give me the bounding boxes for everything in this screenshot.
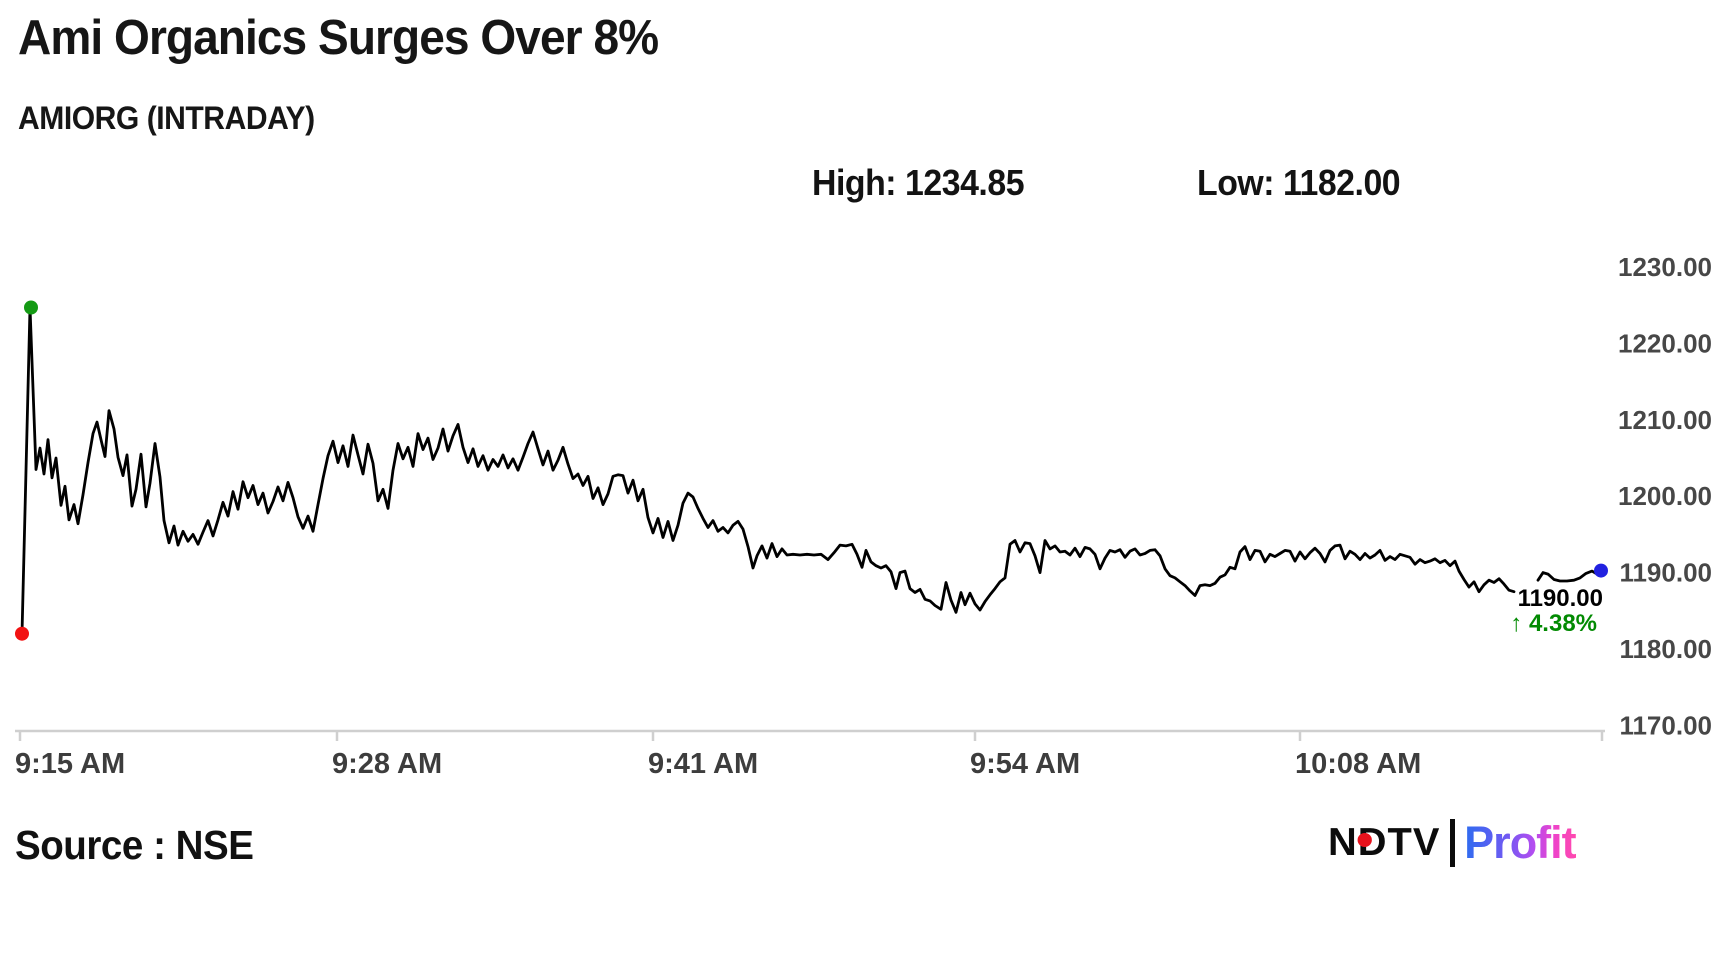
- change-percent-annotation: ↑ 4.38%: [1510, 610, 1597, 637]
- last-price-annotation: 1190.00: [1518, 585, 1603, 612]
- y-axis-label: 1230.00: [1618, 252, 1712, 282]
- y-axis-label: 1210.00: [1618, 405, 1712, 435]
- chart-subtitle: AMIORG (INTRADAY): [18, 100, 315, 136]
- last-price-dot: [1594, 563, 1608, 578]
- y-axis-label: 1200.00: [1618, 481, 1712, 511]
- open-low-dot: [15, 626, 29, 641]
- low-value-label: Low: 1182.00: [1197, 162, 1401, 203]
- y-axis-label: 1180.00: [1619, 634, 1712, 664]
- source-label: Source : NSE: [15, 822, 254, 868]
- y-axis-label: 1220.00: [1618, 328, 1712, 358]
- ndtv-logo-text: NDTV: [1328, 821, 1441, 864]
- session-high-dot: [24, 300, 38, 315]
- price-line: [1536, 569, 1603, 583]
- x-axis-label: 9:28 AM: [332, 748, 442, 780]
- ndtv-profit-logo: NDTV Profit: [1328, 816, 1577, 870]
- page-title: Ami Organics Surges Over 8%: [18, 11, 659, 65]
- x-axis-label: 9:41 AM: [648, 748, 758, 780]
- ndtv-red-dot-icon: [1357, 833, 1372, 847]
- logo-separator-bar: [1450, 819, 1456, 867]
- profit-logo-text: Profit: [1464, 817, 1576, 868]
- y-axis-label: 1170.00: [1619, 710, 1712, 740]
- y-axis-label: 1190.00: [1619, 558, 1712, 588]
- high-value-label: High: 1234.85: [812, 162, 1025, 203]
- x-axis-label: 10:08 AM: [1295, 748, 1421, 780]
- x-axis-label: 9:15 AM: [15, 748, 125, 780]
- x-axis-label: 9:54 AM: [970, 748, 1080, 780]
- price-line: [20, 306, 1516, 636]
